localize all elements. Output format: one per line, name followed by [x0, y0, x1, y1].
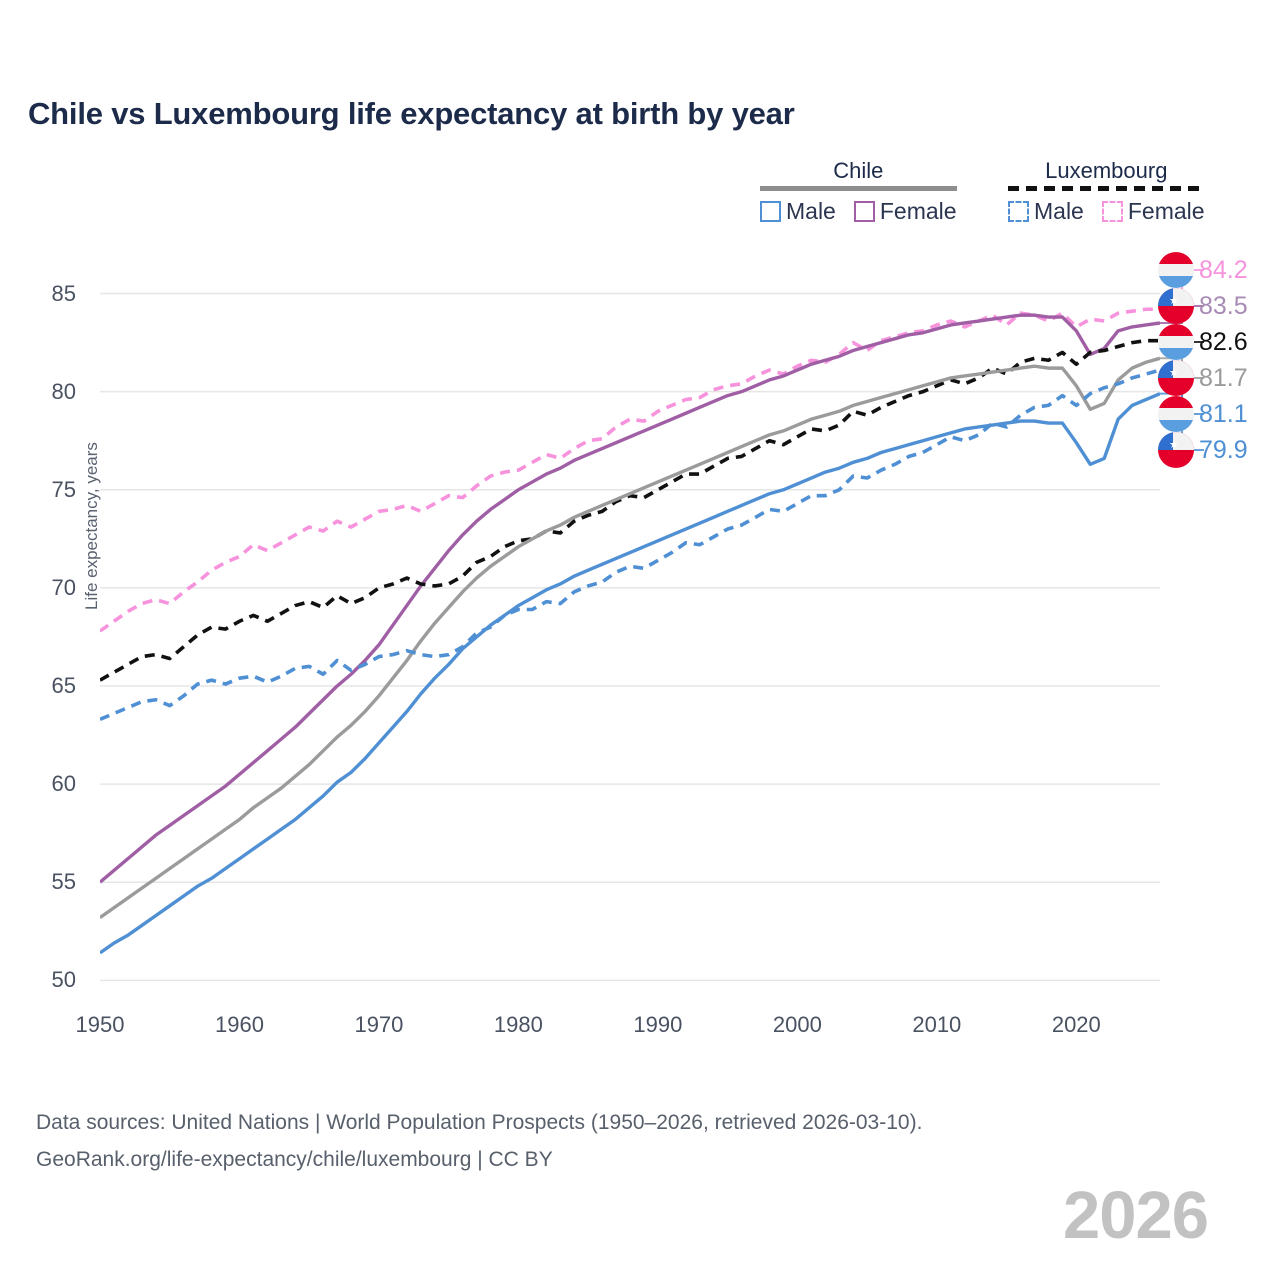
y-axis-tick-label: 70	[51, 574, 76, 600]
luxembourg-flag-icon	[1158, 324, 1194, 360]
chile-flag-icon: ★	[1158, 360, 1194, 396]
y-axis-title: Life expectancy, years	[82, 442, 101, 610]
legend: Chile Male Female Luxembourg Male	[700, 158, 1260, 236]
series-line-chile-total	[100, 356, 1160, 919]
year-watermark: 2026	[1063, 1178, 1209, 1253]
legend-item-luxembourg-female[interactable]: Female	[1101, 198, 1205, 225]
chart-svg	[100, 292, 1160, 982]
x-axis-tick-label: 1980	[493, 1012, 543, 1037]
legend-item-label: Male	[1034, 198, 1084, 224]
x-axis-tick-label: 1950	[75, 1012, 125, 1037]
x-axis-tick-label: 1990	[633, 1012, 683, 1037]
end-value-labels: 84.2 ★ 83.5 82.6 ★ 81.7 81.1 ★ 79.9	[1158, 252, 1280, 474]
x-axis-tick-label: 2000	[772, 1012, 822, 1037]
legend-swatch-icon	[853, 201, 875, 222]
y-axis-tick-label: 50	[51, 967, 76, 993]
series-line-chile-female	[100, 313, 1160, 884]
end-value-label: 81.1	[1199, 399, 1248, 428]
end-value-row: 84.2	[1158, 252, 1248, 288]
y-axis-tick-label: 75	[51, 476, 76, 502]
chile-flag-icon: ★	[1158, 432, 1194, 468]
legend-item-label: Female	[1127, 198, 1205, 224]
series-line-luxembourg-male	[100, 368, 1160, 722]
legend-swatch-icon	[1008, 201, 1029, 222]
luxembourg-flag-icon	[1158, 396, 1194, 432]
end-value-label: 81.7	[1199, 363, 1248, 392]
end-value-label: 83.5	[1199, 291, 1248, 320]
page-title: Chile vs Luxembourg life expectancy at b…	[28, 96, 795, 131]
legend-rule-solid	[760, 186, 957, 191]
y-axis-tick-label: 55	[51, 869, 76, 895]
end-value-label: 84.2	[1199, 255, 1248, 284]
legend-item-label: Male	[786, 198, 836, 224]
legend-swatch-icon	[760, 201, 781, 222]
end-value-label: 79.9	[1199, 435, 1248, 464]
legend-group-title: Chile	[833, 158, 884, 183]
end-value-row: ★ 81.7	[1158, 360, 1248, 396]
series-line-luxembourg-female	[100, 307, 1160, 633]
end-value-row: 82.6	[1158, 324, 1248, 360]
end-value-row: 81.1	[1158, 396, 1248, 432]
y-axis-tick-label: 60	[51, 771, 76, 797]
legend-item-chile-male[interactable]: Male	[760, 198, 836, 225]
legend-group-title: Luxembourg	[1045, 158, 1168, 183]
legend-swatch-icon	[1101, 201, 1123, 222]
y-axis-tick-label: 80	[51, 378, 76, 404]
legend-group-luxembourg: Luxembourg Male Female	[1008, 158, 1205, 225]
x-axis-tick-label: 2020	[1051, 1012, 1101, 1037]
legend-group-chile: Chile Male Female	[760, 158, 957, 225]
y-axis-tick-label: 65	[51, 673, 76, 699]
footer: Data sources: United Nations | World Pop…	[36, 1104, 922, 1178]
x-axis-tick-label: 1970	[354, 1012, 404, 1037]
legend-rule-dashed	[1008, 186, 1205, 191]
footer-line-attribution: GeoRank.org/life-expectancy/chile/luxemb…	[36, 1148, 553, 1171]
legend-item-label: Female	[879, 198, 957, 224]
x-axis-tick-label: 1960	[214, 1012, 264, 1037]
end-value-row: ★ 83.5	[1158, 288, 1248, 324]
luxembourg-flag-icon	[1158, 252, 1194, 288]
end-value-row: ★ 79.9	[1158, 432, 1248, 468]
series-line-chile-male	[100, 392, 1160, 955]
x-axis-tick-label: 2010	[912, 1012, 962, 1037]
chile-flag-icon: ★	[1158, 288, 1194, 324]
y-axis-tick-label: 85	[51, 280, 76, 306]
end-value-label: 82.6	[1199, 327, 1248, 356]
footer-line-sources: Data sources: United Nations | World Pop…	[36, 1111, 923, 1134]
legend-item-luxembourg-male[interactable]: Male	[1008, 198, 1084, 225]
legend-item-chile-female[interactable]: Female	[853, 198, 957, 225]
plot-area: Life expectancy, years 50 55 60 65 70 75 80 85 1…	[52, 269, 1209, 1249]
